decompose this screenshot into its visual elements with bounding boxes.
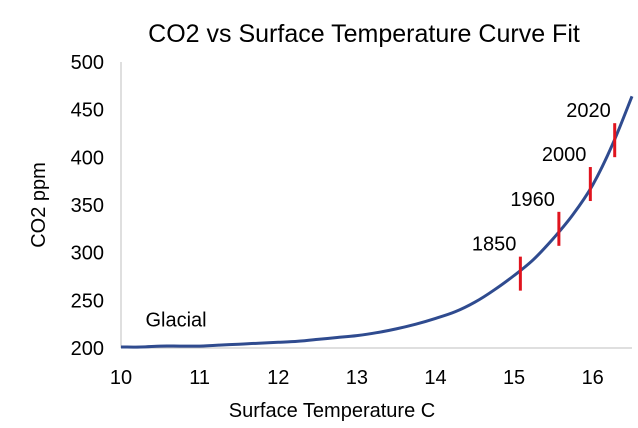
y-tick-label-1: 250 (71, 290, 104, 312)
y-tick-label-3: 350 (71, 195, 104, 217)
year-label-2020: 2020 (566, 100, 611, 122)
x-tick-label-2: 12 (267, 367, 289, 389)
y-tick-labels: 200 250 300 350 400 450 500 (71, 52, 104, 360)
year-label-1850: 1850 (472, 234, 517, 256)
x-axis-label: Surface Temperature C (229, 400, 435, 422)
series-line (120, 95, 634, 349)
chart-title: CO2 vs Surface Temperature Curve Fit (148, 20, 580, 48)
region-label-glacial: Glacial (145, 309, 206, 331)
x-tick-labels: 10 11 12 13 14 15 16 (110, 367, 604, 389)
annotations: Glacial 1850 1960 2000 2020 (145, 100, 617, 331)
y-tick-label-6: 500 (71, 52, 104, 74)
y-axis-label: CO2 ppm (28, 162, 50, 248)
y-tick-label-4: 400 (71, 147, 104, 169)
y-tick-label-5: 450 (71, 100, 104, 122)
year-label-1960: 1960 (510, 189, 555, 211)
x-tick-label-5: 15 (503, 367, 525, 389)
x-tick-label-1: 11 (189, 367, 210, 389)
y-tick-label-2: 300 (71, 243, 104, 265)
x-tick-label-4: 14 (424, 367, 446, 389)
y-tick-label-0: 200 (71, 338, 104, 360)
x-tick-label-6: 16 (582, 367, 604, 389)
x-tick-label-0: 10 (110, 367, 132, 389)
year-label-2000: 2000 (542, 144, 587, 166)
x-tick-label-3: 13 (346, 367, 368, 389)
